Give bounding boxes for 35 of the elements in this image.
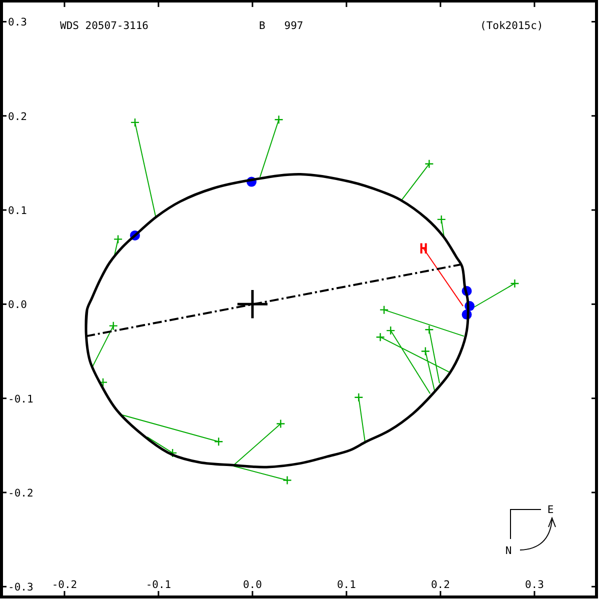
x-tick-label: -0.1: [146, 579, 172, 591]
x-tick-label: 0.0: [242, 579, 262, 591]
y-tick-label: 0.2: [8, 110, 27, 123]
annotation: N: [505, 545, 512, 557]
y-tick-label: -0.2: [8, 487, 34, 500]
annotation: E: [547, 504, 554, 516]
x-tick-label: 0.3: [524, 579, 544, 591]
point: [276, 419, 286, 428]
y-tick-label: 0.0: [8, 299, 27, 312]
point: [108, 321, 118, 330]
point: [424, 325, 434, 334]
x-tick-label: 0.2: [430, 579, 450, 591]
point: [510, 278, 520, 288]
annotation: (Tok2015c): [480, 20, 544, 32]
x-tick-label: 0.1: [336, 579, 356, 591]
y-tick-label: 0.1: [8, 205, 27, 218]
x-tick-label: -0.2: [52, 579, 78, 591]
point: [214, 437, 224, 446]
point: [436, 214, 446, 224]
point: [386, 326, 396, 336]
point: [113, 234, 123, 244]
text: B 997: [259, 20, 304, 32]
text: WDS 20507-3116: [60, 20, 149, 32]
y-tick-label: -0.1: [8, 393, 34, 406]
point: [274, 115, 284, 124]
point: [282, 476, 292, 485]
point: [424, 159, 434, 168]
y-tick-label: 0.3: [8, 16, 27, 29]
point: [376, 332, 385, 342]
point: [354, 392, 364, 402]
point: [130, 118, 140, 128]
annotation: H: [419, 242, 428, 258]
y-tick-label: -0.3: [8, 582, 34, 594]
point: [420, 346, 430, 356]
point: [379, 305, 389, 314]
